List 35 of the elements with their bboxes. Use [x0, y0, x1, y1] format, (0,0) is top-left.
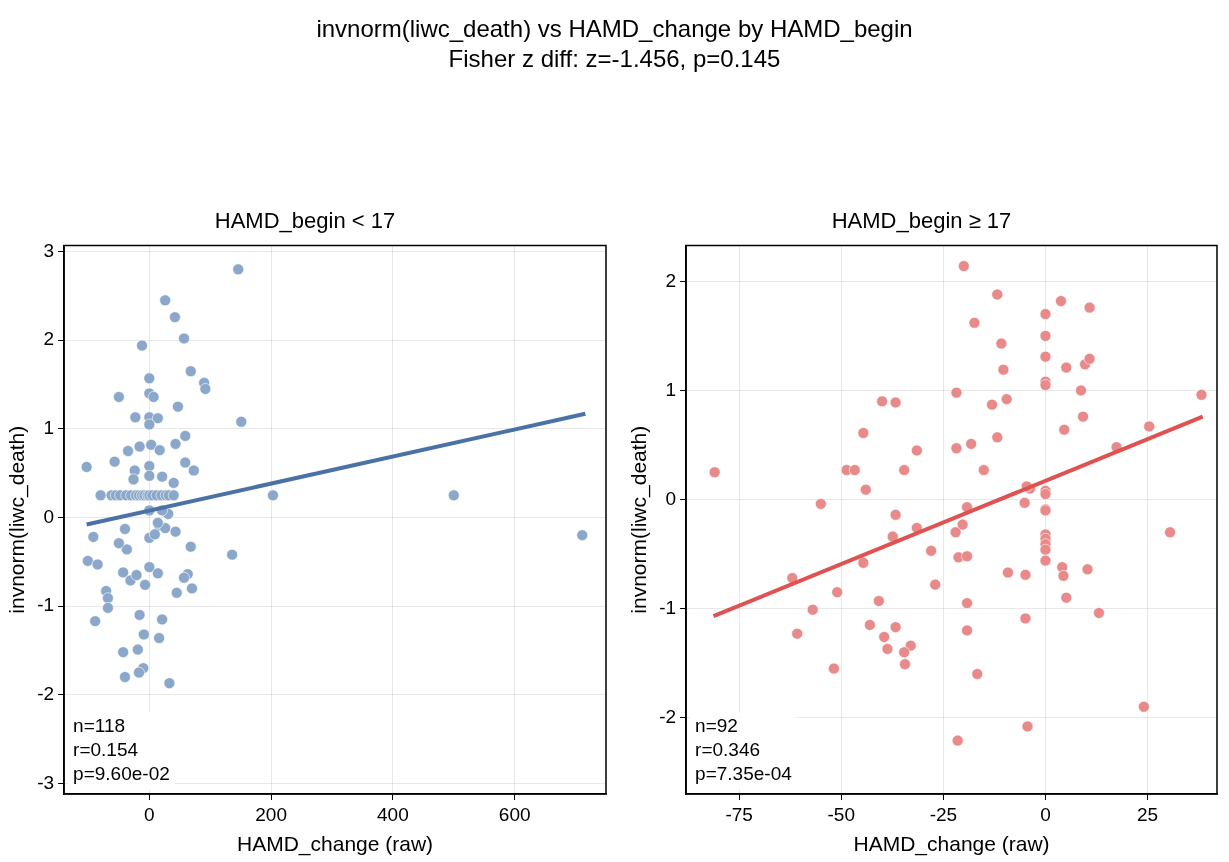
y-tick-label: 2 [43, 328, 55, 350]
y-tick-label: -3 [37, 771, 55, 793]
y-axis-title: invnorm(liwc_death) [5, 425, 30, 614]
x-tick-label: 400 [377, 803, 409, 825]
text: Fisher z diff: z=-1.456, p=0.145 [447, 44, 782, 74]
x-axis-title: HAMD_change (raw) [237, 832, 434, 857]
annotation: r=0.154 [73, 738, 139, 760]
x-tick-label: -75 [725, 803, 753, 825]
y-tick-label: 1 [43, 417, 55, 439]
y-tick-label: 2 [665, 269, 677, 291]
text: invnorm(liwc_death) vs HAMD_change by HAMD_begin [315, 14, 914, 44]
annotation: p=9.60e-02 [73, 762, 170, 784]
y-tick-label: 0 [665, 487, 677, 509]
x-tick-label: 0 [1040, 803, 1051, 825]
y-tick-label: -2 [659, 705, 677, 727]
chart-title: HAMD_begin ≥ 17 [831, 208, 1012, 234]
annotation: n=118 [73, 714, 126, 736]
x-tick-label: 25 [1137, 803, 1159, 825]
x-axis-title: HAMD_change (raw) [853, 832, 1050, 857]
y-tick-label: 0 [43, 505, 55, 527]
y-tick-label: -1 [37, 594, 55, 616]
annotation: r=0.346 [695, 738, 761, 760]
x-tick-label: -50 [827, 803, 856, 825]
x-tick-label: -25 [929, 803, 958, 825]
x-tick-label: 600 [498, 803, 531, 825]
x-tick-label: 0 [144, 803, 155, 825]
chart-title: HAMD_begin < 17 [214, 208, 396, 234]
annotation: n=92 [695, 714, 738, 736]
x-tick-label: 200 [255, 803, 287, 825]
y-tick-label: 3 [43, 239, 55, 261]
y-tick-label: -1 [659, 596, 677, 618]
y-tick-label: 1 [665, 378, 677, 400]
annotation: p=7.35e-04 [695, 762, 793, 784]
y-tick-label: -2 [37, 682, 55, 704]
y-axis-title: invnorm(liwc_death) [627, 425, 652, 614]
